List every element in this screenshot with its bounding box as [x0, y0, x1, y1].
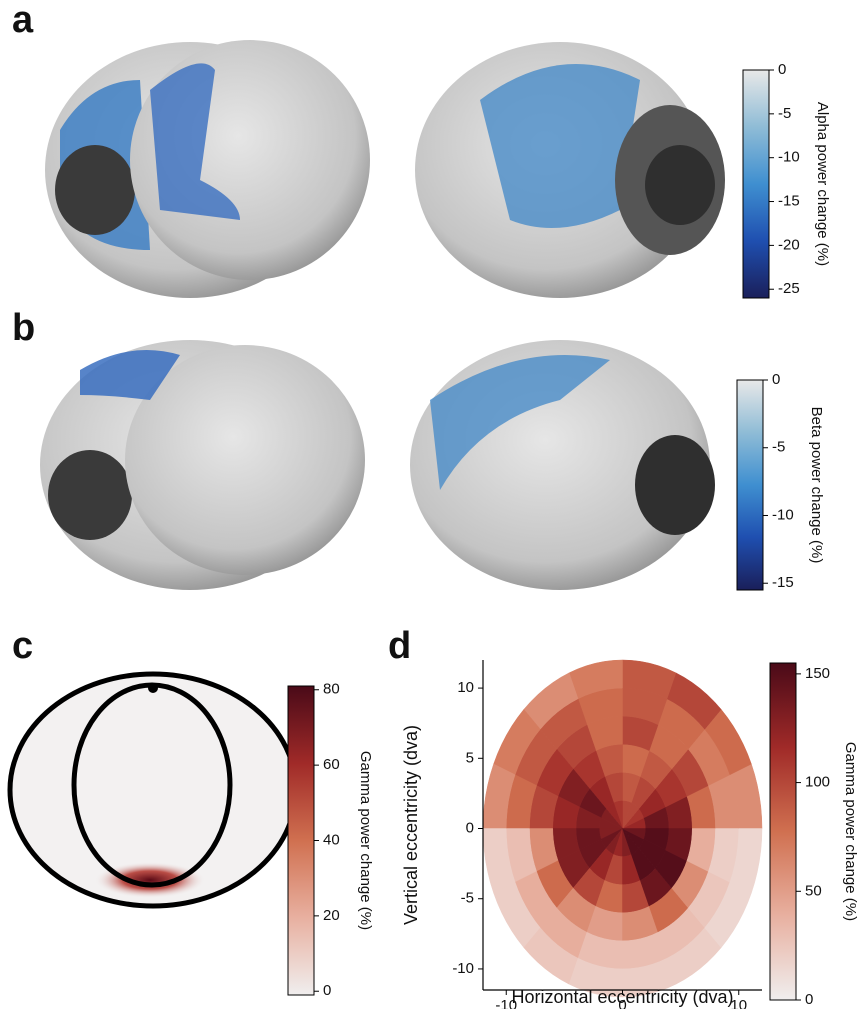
colorbar-tick-label: 80 [323, 681, 340, 698]
colorbar-label: Beta power change (%) [808, 407, 825, 564]
colorbar-label: Gamma power change (%) [357, 751, 374, 930]
y-tick-label: 0 [466, 819, 474, 836]
colorbar-tick-label: -5 [778, 105, 791, 122]
colorbar-tick-label: 100 [805, 774, 830, 791]
colorbar-tick-label: 50 [805, 882, 822, 899]
colorbar-tick-label: 0 [323, 982, 331, 999]
occipital [55, 145, 135, 235]
occipital [48, 450, 132, 540]
colorbar-tick-label: 0 [805, 991, 813, 1008]
panel-label: d [388, 625, 411, 667]
colorbar [743, 70, 769, 298]
colorbar [737, 380, 763, 590]
colorbar-tick-label: 40 [323, 831, 340, 848]
panel-label: a [12, 0, 34, 41]
panel-label: c [12, 625, 33, 667]
y-tick-label: 10 [457, 679, 474, 696]
nose [148, 683, 158, 693]
x-axis-label: Horizontal eccentricity (dva) [511, 987, 733, 1007]
colorbar-tick-label: 150 [805, 665, 830, 682]
colorbar-tick-label: -25 [778, 280, 800, 297]
occipital [635, 435, 715, 535]
colorbar [770, 663, 796, 1000]
figure: a 0 -5 -10 -15 -20 -25 Alpha power change (%) b 0… [0, 0, 867, 1009]
colorbar-tick-label: -15 [778, 193, 800, 210]
y-tick-label: -5 [461, 890, 474, 907]
colorbar-label: Gamma power change (%) [842, 742, 859, 921]
colorbar-tick-label: 20 [323, 907, 340, 924]
occipital [645, 145, 715, 225]
heatmap-cells [483, 660, 762, 997]
y-axis-label: Vertical eccentricity (dva) [401, 725, 421, 925]
colorbar-tick-label: -15 [772, 574, 794, 591]
colorbar-tick-label: -10 [772, 506, 794, 523]
colorbar-tick-label: -5 [772, 439, 785, 456]
colorbar-tick-label: 0 [778, 61, 786, 78]
colorbar-tick-label: 60 [323, 756, 340, 773]
y-tick-label: 5 [466, 749, 474, 766]
colorbar-label: Alpha power change (%) [814, 102, 831, 266]
colorbar [288, 686, 314, 995]
colorbar-tick-label: -10 [778, 149, 800, 166]
panel-label: b [12, 307, 35, 349]
colorbar-tick-label: -20 [778, 236, 800, 253]
y-tick-label: -10 [452, 960, 474, 977]
colorbar-tick-label: 0 [772, 371, 780, 388]
